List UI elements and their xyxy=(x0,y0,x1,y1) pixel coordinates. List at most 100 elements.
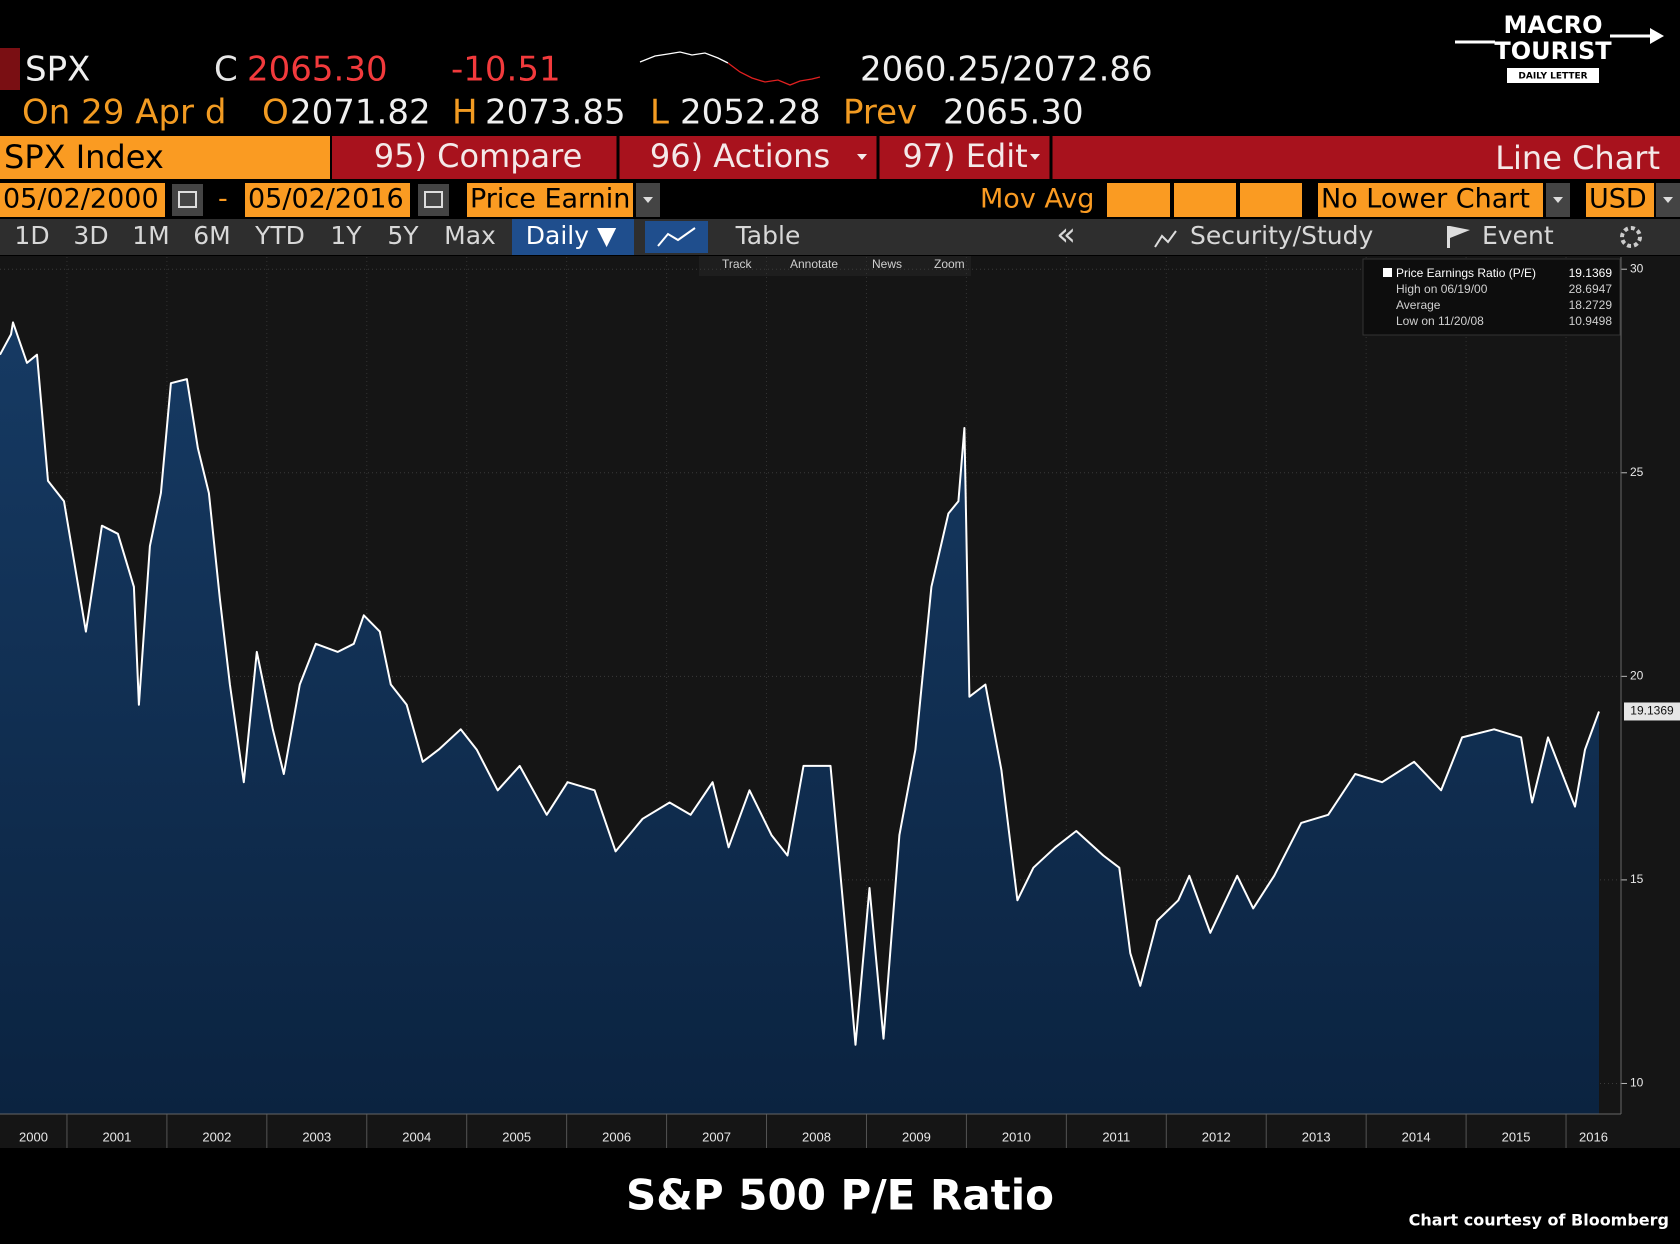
logo-tagline: DAILY LETTER xyxy=(1518,72,1587,82)
line-chart-icon xyxy=(657,227,696,247)
x-tick-label: 2010 xyxy=(1002,1129,1031,1144)
mov-avg-label: Mov Avg xyxy=(980,184,1094,215)
event-flag xyxy=(1450,226,1470,238)
y-tick-label: 25 xyxy=(1630,465,1644,479)
x-tick-label: 2009 xyxy=(902,1129,931,1144)
chart-type[interactable]: Line Chart xyxy=(1495,139,1660,177)
tab[interactable]: 1D xyxy=(14,221,49,250)
end-date-box[interactable] xyxy=(245,183,410,217)
mov-avg-box[interactable] xyxy=(1174,183,1236,217)
chart-tool[interactable]: Zoom xyxy=(934,257,965,271)
price-change: -10.51 xyxy=(451,50,561,90)
x-tick-label: 2005 xyxy=(502,1129,531,1144)
security-box[interactable] xyxy=(0,136,330,179)
event-button[interactable]: Event xyxy=(1482,221,1554,250)
last-value-tag xyxy=(1624,702,1680,721)
mov-avg-box[interactable] xyxy=(1107,183,1170,217)
ticker: SPX xyxy=(25,50,90,90)
legend-value: 10.9498 xyxy=(1569,314,1613,328)
chart-tool[interactable]: News xyxy=(872,257,902,271)
tab[interactable]: Max xyxy=(444,221,496,250)
end-date[interactable]: 05/02/2016 xyxy=(248,184,404,215)
event-flag-pole xyxy=(1447,226,1450,248)
lower-chart-box[interactable] xyxy=(1318,183,1543,217)
edit-button[interactable]: 97) Edit xyxy=(902,137,1027,175)
study-icon xyxy=(1154,230,1177,248)
tab[interactable]: 3D xyxy=(73,221,108,250)
collapse-button[interactable]: « xyxy=(1056,215,1076,253)
chart-tool[interactable]: Annotate xyxy=(790,257,838,271)
legend-value: 28.6947 xyxy=(1569,282,1613,296)
y-tick-label: 15 xyxy=(1630,872,1644,886)
x-tick-label: 2007 xyxy=(702,1129,731,1144)
legend-series: Price Earnings Ratio (P/E) xyxy=(1396,266,1536,280)
dropdown-arrow xyxy=(643,197,653,203)
legend-swatch xyxy=(1383,268,1392,277)
x-tick-label: 2015 xyxy=(1502,1129,1531,1144)
tab[interactable]: 6M xyxy=(193,221,230,250)
status-marker xyxy=(0,48,20,90)
legend-label: High on 06/19/00 xyxy=(1396,282,1488,296)
compare-button[interactable]: 95) Compare xyxy=(374,137,583,175)
dropdown-arrow xyxy=(857,154,867,160)
field[interactable]: Price Earnin xyxy=(470,184,630,215)
close-label: C xyxy=(214,50,238,90)
credit: Chart courtesy of Bloomberg xyxy=(1409,1211,1669,1230)
tab[interactable]: 1M xyxy=(132,221,169,250)
currency[interactable]: USD xyxy=(1589,184,1647,215)
line xyxy=(0,321,1600,1046)
start-date-box[interactable] xyxy=(0,183,165,217)
x-tick-label: 2000 xyxy=(19,1129,48,1144)
start-date[interactable]: 05/02/2000 xyxy=(3,184,159,215)
tab[interactable]: 1Y xyxy=(330,221,362,250)
tab[interactable]: YTD xyxy=(254,221,305,250)
plot: 10 15 20 25 30 2000 2001 2002 2003 2004 2005 2006 20… xyxy=(0,257,1680,1148)
x-tick-label: 2008 xyxy=(802,1129,831,1144)
logo-line: TOURIST xyxy=(1494,37,1612,65)
table-tab[interactable]: Table xyxy=(735,221,801,250)
settings-gear[interactable] xyxy=(1620,226,1642,248)
lower-chart[interactable]: No Lower Chart xyxy=(1321,184,1530,215)
x-tick-label: 2001 xyxy=(102,1129,131,1144)
tab[interactable]: Daily ▼ xyxy=(526,221,617,250)
x-tick-label: 2013 xyxy=(1302,1129,1331,1144)
bid-ask: 2060.25/2072.86 xyxy=(860,50,1153,90)
y-tick-label: 30 xyxy=(1630,261,1644,275)
sparkline-up xyxy=(639,51,729,64)
tab-active[interactable] xyxy=(512,219,634,255)
low-price: 2052.28 xyxy=(680,93,821,133)
line-chart-icon-box[interactable] xyxy=(645,221,708,253)
logo-tag-bg xyxy=(1507,68,1599,83)
field-box[interactable] xyxy=(467,183,633,217)
y-tick-label: 20 xyxy=(1630,669,1644,683)
legend-value: 18.2729 xyxy=(1569,298,1613,312)
tabs-bg xyxy=(0,219,1680,255)
legend-label: Average xyxy=(1396,298,1441,312)
legend-label: Low on 11/20/08 xyxy=(1396,314,1484,328)
logo-arrow-head xyxy=(1650,28,1664,44)
x-tick-label: 2006 xyxy=(602,1129,631,1144)
calendar-glyph xyxy=(178,191,197,208)
actions-button[interactable]: 96) Actions xyxy=(650,137,830,175)
chart-tool[interactable]: Track xyxy=(722,257,753,271)
dropdown-arrow xyxy=(1553,197,1563,203)
high-label: H xyxy=(452,93,478,133)
currency-box[interactable] xyxy=(1586,183,1654,217)
security[interactable]: SPX Index xyxy=(4,138,164,176)
calendar-glyph xyxy=(424,191,443,208)
dropdown-arrow xyxy=(1663,197,1673,203)
calendar-icon[interactable] xyxy=(172,184,203,216)
caption: S&P 500 P/E Ratio xyxy=(626,1171,1054,1220)
date-separator: - xyxy=(218,184,228,215)
toolbar-bg xyxy=(332,136,1680,179)
close-price: 2065.30 xyxy=(247,50,388,90)
calendar-icon[interactable] xyxy=(418,184,449,216)
study-button[interactable]: Security/Study xyxy=(1190,221,1373,250)
area xyxy=(0,322,1599,1114)
tab[interactable]: 5Y xyxy=(387,221,419,250)
last-value-label: 19.1369 xyxy=(1630,704,1674,718)
quote-date: On 29 Apr d xyxy=(22,93,226,133)
mov-avg-box[interactable] xyxy=(1240,183,1302,217)
open-price: 2071.82 xyxy=(290,93,431,133)
